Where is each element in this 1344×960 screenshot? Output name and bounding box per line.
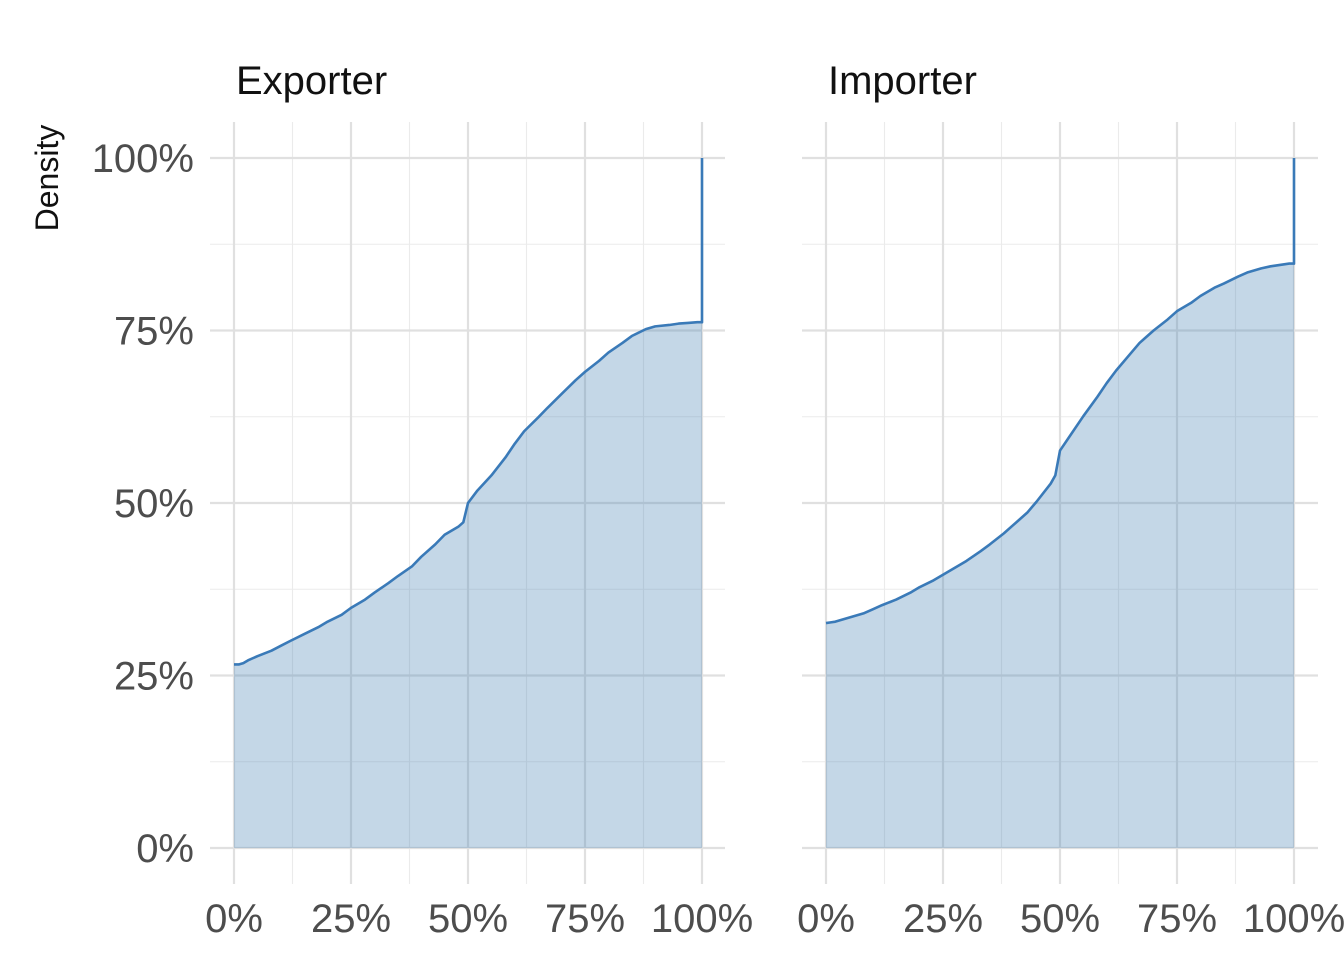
- panel-title-exporter: Exporter: [236, 59, 387, 103]
- density-line-importer: [825, 158, 1296, 625]
- x-tick-label: 0%: [205, 897, 263, 941]
- y-tick-label: 100%: [92, 137, 194, 181]
- density-line-exporter: [234, 158, 704, 666]
- density-area-importer: [826, 158, 1294, 848]
- y-axis-title: Density: [29, 125, 65, 232]
- y-tick-label: 75%: [114, 310, 194, 354]
- panel-importer: Importer 0% 25% 50% 75% 100%: [797, 59, 1344, 941]
- x-tick-label: 25%: [903, 897, 983, 941]
- x-tick-label: 0%: [797, 897, 855, 941]
- panel-exporter: Exporter 0% 25% 50% 75% 100% 0% 25% 50% 75% 100%: [92, 59, 753, 941]
- x-tick-label: 75%: [545, 897, 625, 941]
- x-tick-label: 100%: [651, 897, 753, 941]
- x-tick-label: 50%: [428, 897, 508, 941]
- x-tick-label: 100%: [1243, 897, 1344, 941]
- x-tick-label: 75%: [1137, 897, 1217, 941]
- x-tick-label: 25%: [311, 897, 391, 941]
- y-tick-label: 50%: [114, 482, 194, 526]
- panel-title-importer: Importer: [828, 59, 977, 103]
- y-tick-label: 25%: [114, 655, 194, 699]
- y-tick-label: 0%: [136, 827, 194, 871]
- x-tick-label: 50%: [1020, 897, 1100, 941]
